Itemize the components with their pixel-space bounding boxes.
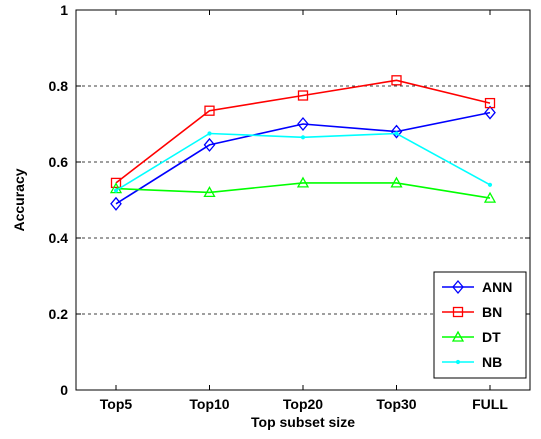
y-tick-label: 0.8	[49, 78, 69, 94]
legend-marker-nb	[455, 359, 461, 365]
legend-item-ann: ANN	[442, 279, 512, 295]
data-point-nb	[394, 131, 399, 136]
y-tick-label: 0.2	[49, 306, 69, 322]
legend-marker-dt	[451, 330, 465, 342]
legend-marker-bn	[452, 306, 464, 318]
data-point-ann	[203, 137, 216, 152]
series-group	[109, 75, 497, 211]
y-tick-label: 0.4	[49, 230, 69, 246]
legend-item-bn: BN	[442, 304, 502, 320]
series-line-ann	[115, 111, 491, 205]
axis-ticks: 0 0.2 0.4 0.6 0.8 1 Top5 Top10 Top20 Top30 FULL	[49, 2, 530, 412]
data-point-ann	[297, 116, 309, 132]
x-tick-label: Top30	[376, 396, 416, 412]
x-tick-label: Top10	[189, 396, 229, 412]
data-point-dt	[296, 176, 310, 188]
x-tick-label: Top20	[283, 396, 323, 412]
series-dt	[109, 176, 497, 203]
x-tick-label: Top5	[100, 396, 133, 412]
x-tick-label: FULL	[472, 396, 508, 412]
series-bn	[110, 75, 496, 189]
legend-box	[433, 271, 527, 379]
legend-label-ann: ANN	[482, 279, 512, 295]
series-ann	[110, 105, 496, 211]
legend-item-nb: NB	[442, 354, 502, 370]
data-point-bn	[297, 90, 309, 101]
series-line-bn	[115, 79, 491, 184]
data-point-ann	[484, 105, 496, 120]
legend: ANN BN DT NB	[433, 271, 527, 379]
data-point-dt	[483, 191, 497, 203]
data-point-bn	[204, 105, 215, 116]
x-axis-title: Top subset size	[251, 414, 355, 430]
series-line-dt	[115, 182, 491, 199]
series-nb	[113, 131, 493, 193]
data-point-bn	[110, 177, 122, 189]
y-axis-title: Accuracy	[11, 168, 27, 231]
y-tick-label: 1	[60, 2, 68, 18]
legend-label-nb: NB	[482, 354, 502, 370]
data-point-ann	[110, 196, 122, 211]
y-tick-label: 0	[60, 382, 68, 398]
data-point-nb	[300, 135, 306, 140]
legend-label-dt: DT	[482, 329, 501, 345]
data-point-nb	[207, 131, 212, 136]
legend-label-bn: BN	[482, 304, 502, 320]
y-tick-label: 0.6	[49, 154, 69, 170]
data-point-nb	[487, 182, 493, 187]
legend-item-dt: DT	[442, 329, 501, 345]
data-point-dt	[390, 176, 403, 188]
data-point-bn	[391, 75, 402, 86]
data-point-dt	[203, 186, 216, 198]
legend-marker-ann	[452, 279, 464, 295]
data-point-bn	[484, 97, 496, 109]
data-point-ann	[390, 124, 403, 139]
data-point-nb	[113, 188, 119, 193]
